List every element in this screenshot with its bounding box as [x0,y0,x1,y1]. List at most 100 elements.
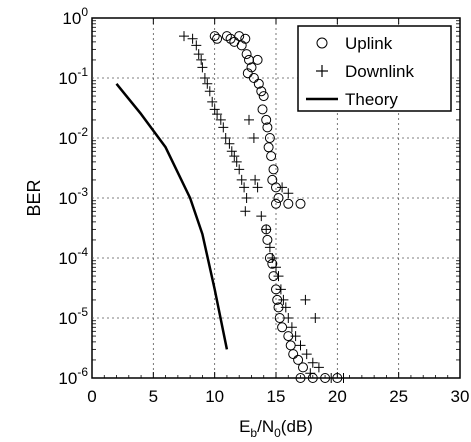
uplink-point [257,104,268,115]
uplink-point [288,349,299,360]
x-tick-label: 30 [451,387,470,406]
uplink-point [212,33,223,44]
uplink-point [266,151,277,162]
downlink-point [261,224,272,235]
x-axis-label: Eb/N0(dB) [239,417,313,440]
downlink-point [277,182,288,193]
y-tick-base: 10 [58,69,77,88]
x-tick-label: 20 [328,387,347,406]
downlink-point [204,86,215,97]
theory-line [115,83,229,350]
legend-label-theory: Theory [345,90,398,109]
downlink-point [244,114,254,125]
y-tick-base: 10 [58,129,77,148]
y-tick-label: 100 [62,5,88,28]
y-tick-label: 10-1 [58,65,88,88]
x-label-main: E [239,417,250,436]
downlink-point [278,294,289,305]
downlink-point [191,40,202,51]
uplink-point [295,373,306,383]
uplink-point [253,78,264,89]
uplink-point [248,73,259,83]
uplink-point [261,114,272,125]
downlink-point [226,146,237,157]
downlink-point [283,188,294,199]
y-tick-exponent: -3 [77,185,88,199]
downlink-point [250,174,261,185]
uplink-point [298,362,308,373]
uplink-point [268,164,279,175]
x-label-sub-b: b [250,426,257,440]
y-tick-base: 10 [58,189,77,208]
legend-label-downlink: Downlink [345,62,414,81]
downlink-point [199,73,210,83]
uplink-point [241,49,252,60]
downlink-point [220,133,231,143]
x-tick-label: 15 [267,387,286,406]
x-label-tail: (dB) [281,417,313,436]
x-tick-label: 0 [87,387,96,406]
uplink-point [258,91,269,102]
downlink-point [218,122,229,133]
downlink-point [290,331,301,342]
downlink-point [229,151,240,162]
uplink-point [240,33,251,44]
y-tick-exponent: -6 [77,365,88,379]
downlink-point [271,262,281,273]
downlink-point [301,349,312,360]
uplink-point [293,354,304,365]
downlink-point [241,193,252,203]
downlink-point [215,114,226,125]
downlink-point [310,313,321,323]
y-tick-exponent: -5 [77,305,88,319]
legend-marker-downlink [316,65,328,77]
downlink-point [209,104,220,115]
downlink-point [202,78,213,89]
downlink-point [179,31,189,42]
downlink-point [307,357,318,368]
downlink-point [212,109,223,120]
downlink-point [256,211,267,222]
uplink-point [283,198,294,209]
x-label-mid: /N [257,417,274,436]
x-label-sub-0: 0 [274,426,281,440]
downlink-point [286,322,297,333]
downlink-point [313,362,324,373]
downlink-point [275,284,286,295]
downlink-point [273,271,284,282]
downlink-point [300,294,311,305]
x-tick-label: 25 [389,387,408,406]
downlink-point [231,156,242,167]
y-tick-exponent: 0 [81,5,88,19]
downlink-point [207,96,218,107]
uplink-point [273,193,284,203]
uplink-point [242,68,253,79]
uplink-point [262,122,273,133]
y-axis-label: BER [24,179,44,216]
legend-label-uplink: Uplink [345,34,393,53]
uplink-point [295,198,306,209]
downlink-point [187,33,198,44]
y-tick-exponent: -2 [77,125,88,139]
uplink-point [246,62,257,73]
downlink-point [264,242,275,253]
uplink-point [234,31,245,42]
y-tick-base: 10 [62,9,81,28]
legend-marker-uplink [316,37,328,49]
x-tick-label: 5 [149,387,158,406]
y-tick-exponent: -1 [77,65,88,79]
uplink-point [271,198,281,209]
downlink-point [305,368,316,379]
downlink-point [248,133,259,143]
uplink-point [256,86,267,97]
y-tick-base: 10 [58,369,77,388]
downlink-point [283,313,294,323]
downlink-point [280,302,291,313]
downlink-point [196,54,207,65]
uplink-point [262,234,273,245]
y-tick-label: 10-6 [58,365,88,388]
legend-box [297,25,452,112]
downlink-point [236,174,247,185]
uplink-point [277,322,288,333]
